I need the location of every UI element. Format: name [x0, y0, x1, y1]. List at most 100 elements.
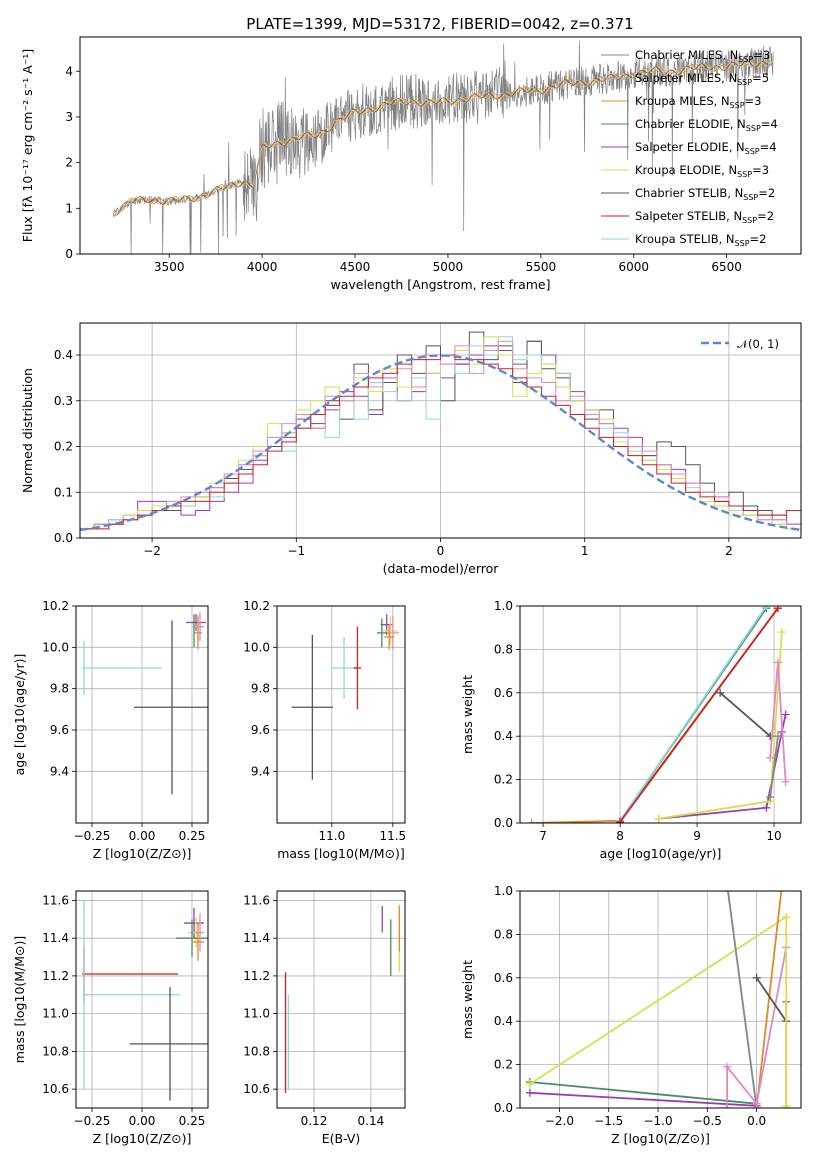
x-axis-label: wavelength [Angstrom, rest frame] — [330, 277, 550, 292]
y-tick-label: 4 — [65, 64, 73, 78]
age-vs-mass-panel: 11.0 11.5 9.4 9.6 9.8 10.0 10.2 mass [log10(M/M… — [243, 599, 406, 861]
x-tick-label: 0 — [437, 544, 445, 558]
mass-weight-line — [726, 947, 788, 1108]
x-tick-label: 0.0 — [747, 1114, 766, 1128]
axes-frame — [276, 890, 406, 1109]
x-tick-label: −0.25 — [74, 829, 111, 843]
x-tick-label: −0.5 — [693, 1114, 722, 1128]
mass-weight-marker — [716, 688, 725, 697]
mass-weight-marker — [766, 792, 775, 801]
y-tick-label: 0.1 — [54, 485, 73, 499]
legend-entry: Salpeter ELODIE, NSSP=4 — [635, 140, 777, 156]
model-spectrum-line — [113, 59, 773, 213]
y-tick-label: 11.6 — [243, 893, 270, 907]
grid-lines — [520, 605, 801, 824]
mass-weight-line — [658, 714, 787, 820]
x-tick-label: −1.5 — [594, 1114, 623, 1128]
x-tick-label: 0.00 — [129, 829, 156, 843]
y-tick-label: 0.2 — [494, 773, 513, 787]
mass-weight-line — [719, 692, 771, 737]
axes: 0.12 0.14 10.6 10.8 11.0 11.2 11.4 11.6 E(B-V) — [243, 890, 406, 1146]
y-tick-label: 0.8 — [494, 927, 513, 941]
x-tick-label: −1.0 — [643, 1114, 672, 1128]
y-tick-label: 11.0 — [42, 1007, 69, 1021]
plot-area — [82, 612, 208, 795]
y-tick-label: 2 — [65, 156, 73, 170]
axes-frame — [79, 36, 802, 255]
x-tick-label: 1 — [581, 544, 589, 558]
x-tick-label: 2 — [725, 544, 733, 558]
y-tick-label: 9.4 — [50, 764, 69, 778]
y-tick-label: 0.2 — [54, 440, 73, 454]
plot-area — [291, 614, 399, 780]
grid-lines — [277, 891, 405, 1108]
x-tick-label: 5000 — [433, 260, 464, 274]
axes: −2.0 −1.5 −1.0 −0.5 0.0 0.0 0.2 0.4 0.6 0.8 1.0 Z [… — [460, 884, 802, 1146]
histogram-step-line — [80, 354, 801, 530]
mass-weight-marker — [616, 817, 625, 823]
mass-weight-marker — [752, 1099, 761, 1108]
mass-weight-marker — [723, 1062, 732, 1071]
y-tick-label: 11.4 — [243, 931, 270, 945]
y-tick-label: 10.8 — [42, 1044, 69, 1058]
mass-weight-marker — [527, 819, 536, 823]
mass-weight-line — [727, 891, 758, 1108]
legend-entry: Chabrier MILES, NSSP=3 — [635, 48, 770, 64]
x-axis-label: Z [log10(Z/Z⊙)] — [93, 1131, 192, 1146]
axes-frame — [519, 890, 802, 1109]
y-axis-label: Normed distribution — [20, 368, 35, 493]
mass-vs-metallicity-panel: −0.25 0.00 0.25 10.6 10.8 11.0 11.2 11.4 11.6 Z [… — [12, 890, 209, 1146]
x-tick-label: 11.0 — [318, 829, 345, 843]
x-tick-label: 0.14 — [358, 1114, 385, 1128]
x-tick-label: 11.5 — [379, 829, 406, 843]
y-tick-label: 0.0 — [494, 1101, 513, 1115]
x-tick-label: 6500 — [711, 260, 742, 274]
mass-weight-line — [658, 631, 783, 820]
y-tick-label: 9.8 — [50, 682, 69, 696]
y-tick-label: 10.8 — [243, 1044, 270, 1058]
x-tick-label: 0.12 — [301, 1114, 328, 1128]
plot-area — [113, 40, 774, 254]
x-tick-label: 7 — [539, 829, 547, 843]
x-tick-label: 0.25 — [179, 1114, 206, 1128]
mass-weight-line — [529, 916, 787, 1085]
x-tick-label: 3500 — [154, 260, 185, 274]
axes-frame — [276, 605, 406, 824]
x-tick-label: −2 — [143, 544, 161, 558]
plot-area — [80, 331, 801, 532]
x-tick-label: 5500 — [526, 260, 557, 274]
legend-entry: 𝒩(0, 1) — [737, 337, 779, 351]
x-tick-label: −1 — [287, 544, 305, 558]
y-tick-label: 11.2 — [243, 969, 270, 983]
spectrum-legend: Chabrier MILES, NSSP=3 Salpeter MILES, NS… — [601, 48, 778, 248]
mass-weight-line — [769, 736, 779, 798]
mass-weight-line — [755, 977, 787, 1022]
axes: −0.25 0.00 0.25 9.4 9.6 9.8 10.0 10.2 Z [log10(Z… — [12, 599, 209, 861]
axes: 11.0 11.5 9.4 9.6 9.8 10.0 10.2 mass [log10(M/M… — [243, 599, 406, 861]
y-tick-label: 0 — [65, 247, 73, 261]
y-tick-label: 3 — [65, 110, 73, 124]
axes-frame — [519, 605, 802, 824]
x-axis-label: Z [log10(Z/Z⊙)] — [93, 846, 192, 861]
legend-entry: Chabrier ELODIE, NSSP=4 — [635, 117, 778, 133]
x-axis-label: E(B-V) — [322, 1131, 361, 1146]
x-tick-label: 0.25 — [179, 829, 206, 843]
mass-weight-vs-metallicity-panel: −2.0 −1.5 −1.0 −0.5 0.0 0.0 0.2 0.4 0.6 0.8 1.0 Z [… — [460, 884, 802, 1146]
y-tick-label: 0.8 — [494, 642, 513, 656]
mass-weight-vs-age-panel: 7 8 9 10 0.0 0.2 0.4 0.6 0.8 1.0 age [log10(age/yr… — [460, 599, 802, 861]
x-tick-label: 9 — [693, 829, 701, 843]
y-axis-label: Flux [fλ 10⁻¹⁷ erg cm⁻² s⁻¹ A⁻¹] — [20, 49, 35, 242]
y-tick-label: 11.2 — [42, 969, 69, 983]
legend-entry: Salpeter MILES, NSSP=5 — [635, 71, 769, 87]
mass-weight-line — [619, 606, 768, 822]
axes-frame — [75, 605, 209, 824]
x-tick-label: 10 — [766, 829, 781, 843]
y-tick-label: 10.6 — [243, 1082, 270, 1096]
mass-weight-line — [529, 1081, 757, 1105]
mass-weight-marker — [781, 710, 790, 719]
mass-weight-marker — [525, 1080, 534, 1089]
y-tick-label: 0.6 — [494, 971, 513, 985]
x-tick-label: −0.25 — [74, 1114, 111, 1128]
legend-entry: Kroupa MILES, NSSP=3 — [635, 94, 761, 110]
figure-title: PLATE=1399, MJD=53172, FIBERID=0042, z=0… — [246, 15, 633, 33]
